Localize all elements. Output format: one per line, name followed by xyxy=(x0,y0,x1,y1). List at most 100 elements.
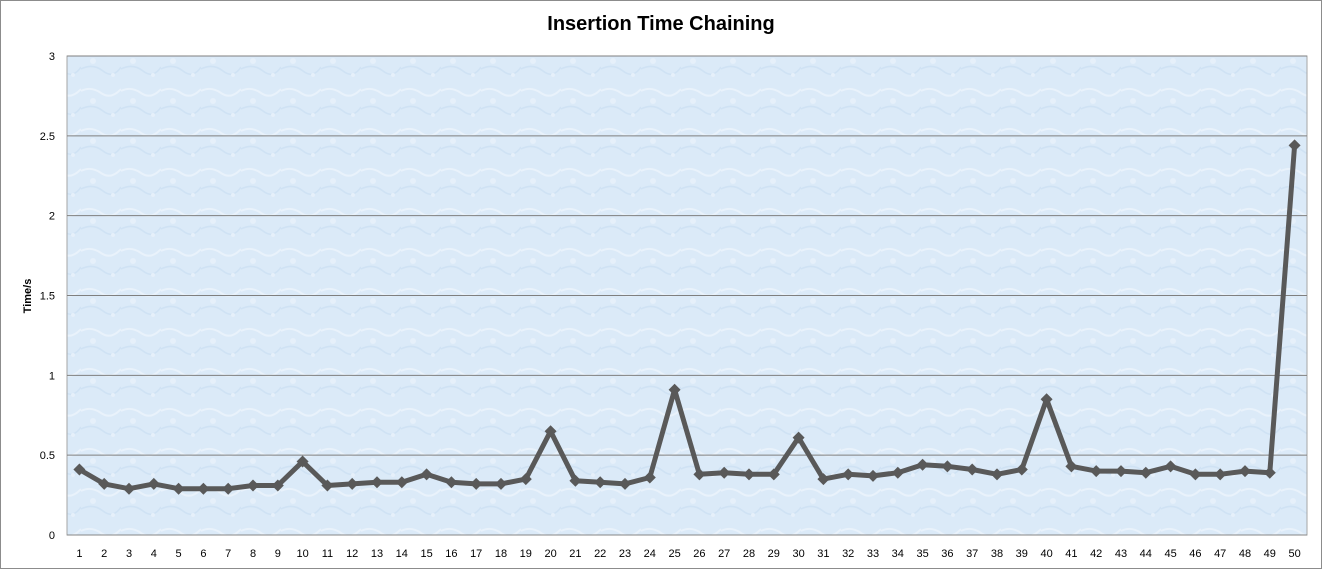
x-tick-label: 40 xyxy=(1040,548,1052,560)
data-point xyxy=(197,482,210,495)
x-tick-label: 29 xyxy=(768,548,780,560)
x-tick-label: 16 xyxy=(445,548,457,560)
data-point xyxy=(842,468,855,481)
data-point xyxy=(891,466,904,479)
data-point xyxy=(495,477,507,490)
x-tick-label: 48 xyxy=(1239,548,1251,560)
gridlines xyxy=(67,55,1307,536)
x-tick-label: 49 xyxy=(1264,548,1276,560)
x-tick-label: 34 xyxy=(892,548,904,560)
y-tick-label: 1 xyxy=(49,370,55,382)
y-tick-label: 0 xyxy=(49,530,55,542)
data-point xyxy=(1263,466,1276,479)
x-tick-label: 1 xyxy=(76,548,82,560)
data-point xyxy=(569,474,582,487)
x-tick-label: 30 xyxy=(792,548,804,560)
x-tick-label: 43 xyxy=(1115,548,1127,560)
x-tick-label: 44 xyxy=(1140,548,1152,560)
data-point xyxy=(420,468,433,481)
x-tick-label: 10 xyxy=(296,548,308,560)
data-point xyxy=(445,476,458,489)
x-tick-label: 38 xyxy=(991,548,1003,560)
x-tick-label: 47 xyxy=(1214,548,1226,560)
data-point xyxy=(867,469,879,482)
x-tick-label: 37 xyxy=(966,548,978,560)
x-tick-label: 26 xyxy=(693,548,705,560)
data-point xyxy=(346,477,359,490)
data-point xyxy=(1015,463,1028,476)
data-point xyxy=(1065,460,1078,473)
x-tick-label: 20 xyxy=(544,548,556,560)
x-tick-label: 35 xyxy=(916,548,928,560)
x-tick-label: 4 xyxy=(151,548,157,560)
data-point xyxy=(172,482,185,495)
data-point xyxy=(247,479,259,492)
x-tick-label: 7 xyxy=(225,548,231,560)
data-point xyxy=(321,479,334,492)
data-point xyxy=(1090,465,1103,478)
data-point xyxy=(222,482,235,495)
y-tick-label: 2 xyxy=(49,211,55,223)
x-tick-label: 9 xyxy=(275,548,281,560)
chart-title: Insertion Time Chaining xyxy=(547,13,775,35)
x-tick-label: 11 xyxy=(322,548,333,560)
x-tick-label: 3 xyxy=(126,548,132,560)
data-point xyxy=(371,476,383,489)
data-point xyxy=(1164,460,1177,473)
x-tick-label: 12 xyxy=(346,548,358,560)
data-point xyxy=(718,466,731,479)
data-point xyxy=(271,479,284,492)
x-tick-label: 42 xyxy=(1090,548,1102,560)
data-point xyxy=(296,455,309,468)
x-tick-label: 23 xyxy=(619,548,631,560)
data-point xyxy=(594,476,607,489)
x-tick-label: 2 xyxy=(101,548,107,560)
data-point xyxy=(123,482,135,495)
data-point xyxy=(1040,393,1053,406)
data-point xyxy=(792,431,805,444)
data-point xyxy=(1115,465,1127,478)
data-point xyxy=(916,458,929,471)
data-point xyxy=(98,477,111,490)
data-point xyxy=(668,383,681,396)
data-point xyxy=(1239,465,1251,478)
y-tick-label: 0.5 xyxy=(40,450,55,462)
x-tick-label: 36 xyxy=(941,548,953,560)
data-point xyxy=(767,468,780,481)
data-point xyxy=(147,477,160,490)
x-tick-label: 31 xyxy=(817,548,829,560)
x-tick-label: 33 xyxy=(867,548,879,560)
x-tick-label: 6 xyxy=(200,548,206,560)
data-point xyxy=(817,473,830,486)
data-point xyxy=(73,463,86,476)
data-point xyxy=(395,476,408,489)
x-tick-label: 22 xyxy=(594,548,606,560)
x-tick-label: 45 xyxy=(1164,548,1176,560)
data-point xyxy=(643,471,656,484)
x-tick-label: 21 xyxy=(569,548,581,560)
series-layer xyxy=(73,139,1301,495)
data-point xyxy=(1214,468,1227,481)
data-point xyxy=(966,463,979,476)
x-tick-label: 24 xyxy=(644,548,656,560)
data-point xyxy=(619,477,631,490)
x-tick-label: 8 xyxy=(250,548,256,560)
data-point xyxy=(1288,139,1301,152)
x-tick-label: 25 xyxy=(668,548,680,560)
x-tick-label: 19 xyxy=(520,548,532,560)
x-tick-label: 5 xyxy=(176,548,182,560)
x-tick-label: 32 xyxy=(842,548,854,560)
x-tick-label: 27 xyxy=(718,548,730,560)
y-tick-label: 2.5 xyxy=(40,131,55,143)
x-tick-label: 13 xyxy=(371,548,383,560)
data-point xyxy=(519,473,532,486)
x-tick-label: 17 xyxy=(470,548,482,560)
data-point xyxy=(991,468,1003,481)
y-tick-labels: 0 0.5 1 1.5 2 2.5 3 xyxy=(40,51,55,542)
data-point xyxy=(544,425,557,438)
x-tick-label: 50 xyxy=(1288,548,1300,560)
data-point xyxy=(1189,468,1202,481)
x-tick-label: 46 xyxy=(1189,548,1201,560)
